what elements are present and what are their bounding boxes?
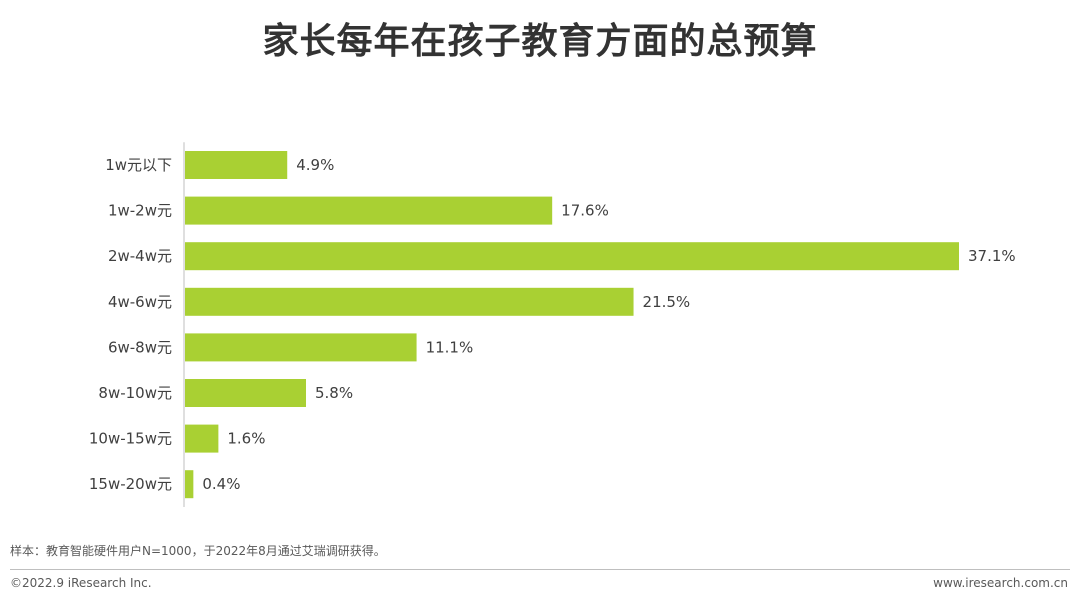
website-link[interactable]: www.iresearch.com.cn (933, 576, 1068, 590)
category-label: 1w元以下 (105, 156, 172, 174)
category-label: 10w-15w元 (89, 430, 172, 448)
bar (185, 379, 307, 407)
bar (185, 424, 219, 453)
bar (185, 333, 417, 362)
category-label: 4w-6w元 (108, 293, 172, 311)
category-label: 15w-20w元 (89, 475, 172, 493)
bar (185, 242, 959, 271)
bar (185, 196, 553, 225)
category-label: 8w-10w元 (98, 384, 172, 402)
value-label: 0.4% (202, 475, 240, 493)
value-label: 4.9% (296, 156, 334, 174)
bar-chart: 1w元以下 4.9% 1w-2w元 17.6% 2w-4w元 37.1% 4w-6w元 21.… (89, 142, 1016, 507)
category-label: 6w-8w元 (108, 338, 172, 356)
sample-note: 样本：教育智能硬件用户N=1000，于2022年8月通过艾瑞调研获得。 (10, 544, 386, 558)
bar (185, 470, 194, 499)
value-label: 21.5% (643, 293, 691, 311)
bar (185, 151, 288, 179)
value-label: 17.6% (561, 202, 609, 220)
copyright-text: ©2022.9 iResearch Inc. (10, 576, 152, 590)
footer-divider (10, 569, 1070, 570)
bar (185, 287, 634, 316)
value-label: 5.8% (315, 384, 353, 402)
category-label: 1w-2w元 (108, 202, 172, 220)
value-label: 37.1% (968, 247, 1016, 265)
value-label: 1.6% (227, 430, 265, 448)
value-label: 11.1% (426, 338, 474, 356)
chart-title: 家长每年在孩子教育方面的总预算 (262, 21, 818, 62)
category-label: 2w-4w元 (108, 247, 172, 265)
